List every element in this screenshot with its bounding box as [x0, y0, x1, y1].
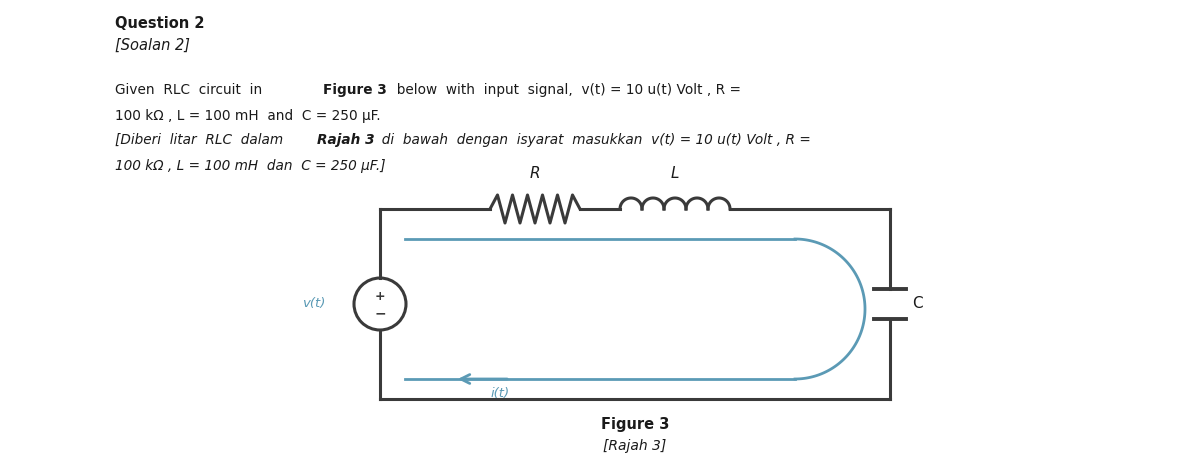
Text: di  bawah  dengan  isyarat  masukkan  v(t) = 10 u(t) Volt , R =: di bawah dengan isyarat masukkan v(t) = …	[373, 133, 811, 147]
Text: Rajah 3: Rajah 3	[317, 133, 374, 147]
Text: Given  RLC  circuit  in: Given RLC circuit in	[115, 83, 271, 97]
Text: i(t): i(t)	[491, 387, 510, 400]
Text: [Rajah 3]: [Rajah 3]	[604, 439, 667, 453]
Text: 100 kΩ , L = 100 mH  and  C = 250 μF.: 100 kΩ , L = 100 mH and C = 250 μF.	[115, 109, 380, 123]
Text: −: −	[374, 306, 386, 320]
Text: R: R	[529, 166, 540, 181]
Text: C: C	[912, 297, 923, 311]
Text: Figure 3: Figure 3	[601, 417, 670, 432]
Text: Question 2: Question 2	[115, 16, 204, 31]
Text: v(t): v(t)	[301, 298, 325, 310]
Text: [Soalan 2]: [Soalan 2]	[115, 38, 190, 53]
Text: Figure 3: Figure 3	[323, 83, 386, 97]
Text: [Diberi  litar  RLC  dalam: [Diberi litar RLC dalam	[115, 133, 292, 147]
Text: L: L	[671, 166, 679, 181]
Text: +: +	[374, 291, 385, 303]
Text: below  with  input  signal,  v(t) = 10 u(t) Volt , R =: below with input signal, v(t) = 10 u(t) …	[388, 83, 742, 97]
Text: 100 kΩ , L = 100 mH  dan  C = 250 μF.]: 100 kΩ , L = 100 mH dan C = 250 μF.]	[115, 159, 385, 173]
